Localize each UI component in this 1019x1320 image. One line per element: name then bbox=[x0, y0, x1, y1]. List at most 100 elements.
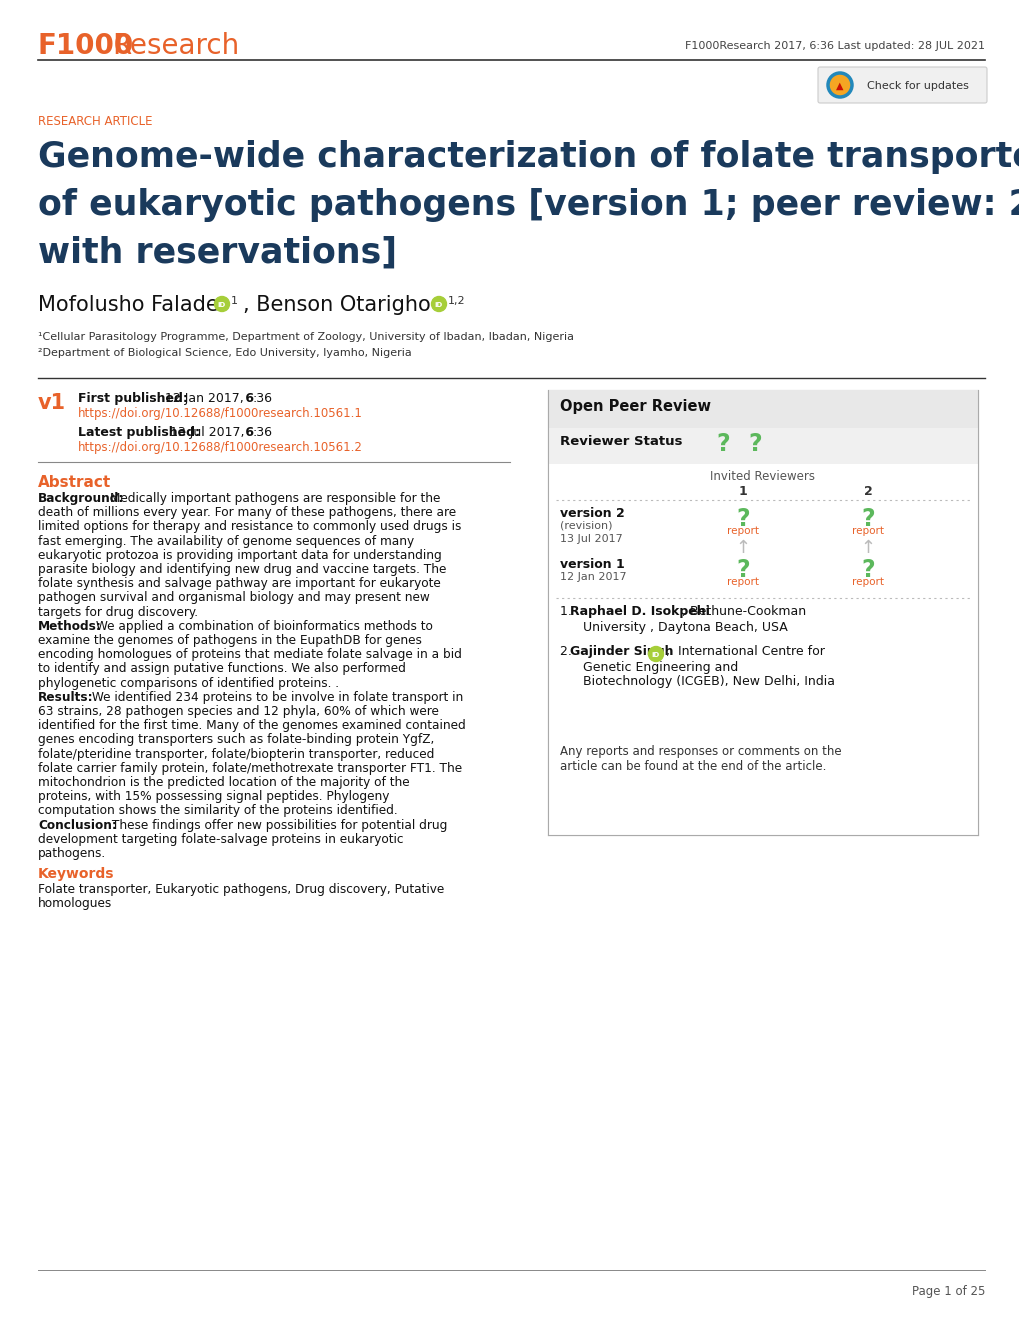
Text: ?: ? bbox=[736, 558, 749, 582]
Text: Folate transporter, Eukaryotic pathogens, Drug discovery, Putative: Folate transporter, Eukaryotic pathogens… bbox=[38, 883, 444, 896]
Text: Background:: Background: bbox=[38, 492, 124, 506]
FancyBboxPatch shape bbox=[817, 67, 986, 103]
Text: Genome-wide characterization of folate transporter proteins: Genome-wide characterization of folate t… bbox=[38, 140, 1019, 174]
Text: Research: Research bbox=[112, 32, 239, 59]
Text: F1000Research 2017, 6:36 Last updated: 28 JUL 2021: F1000Research 2017, 6:36 Last updated: 2… bbox=[685, 41, 984, 51]
Text: Open Peer Review: Open Peer Review bbox=[559, 399, 710, 414]
Text: Results:: Results: bbox=[38, 690, 94, 704]
Text: folate/pteridine transporter, folate/biopterin transporter, reduced: folate/pteridine transporter, folate/bio… bbox=[38, 747, 434, 760]
Text: Any reports and responses or comments on the: Any reports and responses or comments on… bbox=[559, 744, 841, 758]
Text: Reviewer Status: Reviewer Status bbox=[559, 436, 682, 447]
Text: University , Daytona Beach, USA: University , Daytona Beach, USA bbox=[583, 620, 787, 634]
Text: phylogenetic comparisons of identified proteins. .: phylogenetic comparisons of identified p… bbox=[38, 677, 338, 689]
Text: mitochondrion is the predicted location of the majority of the: mitochondrion is the predicted location … bbox=[38, 776, 410, 789]
Text: report: report bbox=[727, 525, 758, 536]
Text: :36: :36 bbox=[253, 426, 273, 440]
Text: Abstract: Abstract bbox=[38, 475, 111, 490]
Text: report: report bbox=[851, 525, 883, 536]
Text: 12 Jan 2017: 12 Jan 2017 bbox=[559, 572, 626, 582]
Text: :36: :36 bbox=[253, 392, 273, 405]
Text: F1000: F1000 bbox=[38, 32, 135, 59]
Text: ,  International Centre for: , International Centre for bbox=[665, 645, 824, 657]
Text: 1: 1 bbox=[738, 484, 747, 498]
Text: https://doi.org/10.12688/f1000research.10561.1: https://doi.org/10.12688/f1000research.1… bbox=[77, 407, 363, 420]
Text: v1: v1 bbox=[38, 393, 66, 413]
Bar bbox=[547, 428, 977, 465]
Text: ²Department of Biological Science, Edo University, Iyamho, Nigeria: ²Department of Biological Science, Edo U… bbox=[38, 348, 412, 358]
Text: We identified 234 proteins to be involve in folate transport in: We identified 234 proteins to be involve… bbox=[88, 690, 463, 704]
Text: ↑: ↑ bbox=[735, 539, 750, 557]
Text: ?: ? bbox=[747, 432, 761, 455]
Text: Conclusion:: Conclusion: bbox=[38, 818, 117, 832]
Text: Mofolusho Falade: Mofolusho Falade bbox=[38, 294, 218, 315]
Text: 2.: 2. bbox=[559, 645, 576, 657]
Text: fast emerging. The availability of genome sequences of many: fast emerging. The availability of genom… bbox=[38, 535, 414, 548]
Text: ?: ? bbox=[860, 507, 874, 531]
Text: death of millions every year. For many of these pathogens, there are: death of millions every year. For many o… bbox=[38, 506, 455, 519]
Text: RESEARCH ARTICLE: RESEARCH ARTICLE bbox=[38, 115, 153, 128]
Text: Invited Reviewers: Invited Reviewers bbox=[710, 470, 815, 483]
Text: ?: ? bbox=[736, 507, 749, 531]
Text: 1,2: 1,2 bbox=[447, 296, 465, 306]
Text: Medically important pathogens are responsible for the: Medically important pathogens are respon… bbox=[106, 492, 440, 506]
Text: article can be found at the end of the article.: article can be found at the end of the a… bbox=[559, 760, 825, 774]
Text: 13 Jul 2017: 13 Jul 2017 bbox=[559, 535, 623, 544]
Text: We applied a combination of bioinformatics methods to: We applied a combination of bioinformati… bbox=[92, 620, 432, 632]
Text: 12 Jan 2017,: 12 Jan 2017, bbox=[165, 392, 244, 405]
Text: genes encoding transporters such as folate-binding protein YgfZ,: genes encoding transporters such as fola… bbox=[38, 734, 434, 746]
Text: targets for drug discovery.: targets for drug discovery. bbox=[38, 606, 198, 619]
Bar bbox=[547, 465, 977, 836]
Text: ▲: ▲ bbox=[836, 81, 843, 91]
Text: First published:: First published: bbox=[77, 392, 187, 405]
Text: with reservations]: with reservations] bbox=[38, 236, 396, 271]
Text: 1.: 1. bbox=[559, 605, 576, 618]
Text: computation shows the similarity of the proteins identified.: computation shows the similarity of the … bbox=[38, 804, 397, 817]
Text: (revision): (revision) bbox=[559, 521, 611, 531]
Text: iD: iD bbox=[218, 302, 226, 308]
Text: of eukaryotic pathogens [version 1; peer review: 2 approved: of eukaryotic pathogens [version 1; peer… bbox=[38, 187, 1019, 222]
Text: Page 1 of 25: Page 1 of 25 bbox=[911, 1284, 984, 1298]
Text: version 2: version 2 bbox=[559, 507, 624, 520]
Text: Latest published:: Latest published: bbox=[77, 426, 200, 440]
Text: 6: 6 bbox=[240, 426, 254, 440]
Circle shape bbox=[214, 297, 229, 312]
Text: Check for updates: Check for updates bbox=[866, 81, 968, 91]
Text: examine the genomes of pathogens in the EupathDB for genes: examine the genomes of pathogens in the … bbox=[38, 634, 422, 647]
Text: parasite biology and identifying new drug and vaccine targets. The: parasite biology and identifying new dru… bbox=[38, 564, 446, 576]
Bar bbox=[547, 389, 977, 836]
Text: identified for the first time. Many of the genomes examined contained: identified for the first time. Many of t… bbox=[38, 719, 466, 733]
Bar bbox=[547, 389, 977, 428]
Text: , Bethune-Cookman: , Bethune-Cookman bbox=[682, 605, 805, 618]
Text: Genetic Engineering and: Genetic Engineering and bbox=[583, 661, 738, 675]
Text: report: report bbox=[727, 577, 758, 587]
Text: ?: ? bbox=[715, 432, 729, 455]
Text: folate synthesis and salvage pathway are important for eukaryote: folate synthesis and salvage pathway are… bbox=[38, 577, 440, 590]
Text: homologues: homologues bbox=[38, 898, 112, 911]
Text: Methods:: Methods: bbox=[38, 620, 102, 632]
Circle shape bbox=[431, 297, 446, 312]
Text: eukaryotic protozoa is providing important data for understanding: eukaryotic protozoa is providing importa… bbox=[38, 549, 441, 562]
Text: Gajinder Singh: Gajinder Singh bbox=[570, 645, 673, 657]
Text: , Benson Otarigho: , Benson Otarigho bbox=[243, 294, 430, 315]
Text: ¹Cellular Parasitology Programme, Department of Zoology, University of Ibadan, I: ¹Cellular Parasitology Programme, Depart… bbox=[38, 333, 574, 342]
Text: 2: 2 bbox=[863, 484, 871, 498]
Text: ?: ? bbox=[860, 558, 874, 582]
Text: 1: 1 bbox=[230, 296, 237, 306]
Text: Biotechnology (ICGEB), New Delhi, India: Biotechnology (ICGEB), New Delhi, India bbox=[583, 675, 835, 688]
Text: iD: iD bbox=[651, 652, 659, 657]
Text: report: report bbox=[851, 577, 883, 587]
Text: 6: 6 bbox=[240, 392, 254, 405]
Text: encoding homologues of proteins that mediate folate salvage in a bid: encoding homologues of proteins that med… bbox=[38, 648, 462, 661]
Text: pathogen survival and organismal biology and may present new: pathogen survival and organismal biology… bbox=[38, 591, 429, 605]
Text: development targeting folate-salvage proteins in eukaryotic: development targeting folate-salvage pro… bbox=[38, 833, 404, 846]
Circle shape bbox=[827, 73, 851, 96]
Text: pathogens.: pathogens. bbox=[38, 847, 106, 861]
Text: folate carrier family protein, folate/methotrexate transporter FT1. The: folate carrier family protein, folate/me… bbox=[38, 762, 462, 775]
Text: proteins, with 15% possessing signal peptides. Phylogeny: proteins, with 15% possessing signal pep… bbox=[38, 791, 389, 803]
Text: limited options for therapy and resistance to commonly used drugs is: limited options for therapy and resistan… bbox=[38, 520, 461, 533]
Text: 13 Jul 2017,: 13 Jul 2017, bbox=[170, 426, 245, 440]
Text: https://doi.org/10.12688/f1000research.10561.2: https://doi.org/10.12688/f1000research.1… bbox=[77, 441, 363, 454]
Circle shape bbox=[648, 647, 662, 661]
Text: to identify and assign putative functions. We also performed: to identify and assign putative function… bbox=[38, 663, 406, 676]
Text: iD: iD bbox=[434, 302, 442, 308]
